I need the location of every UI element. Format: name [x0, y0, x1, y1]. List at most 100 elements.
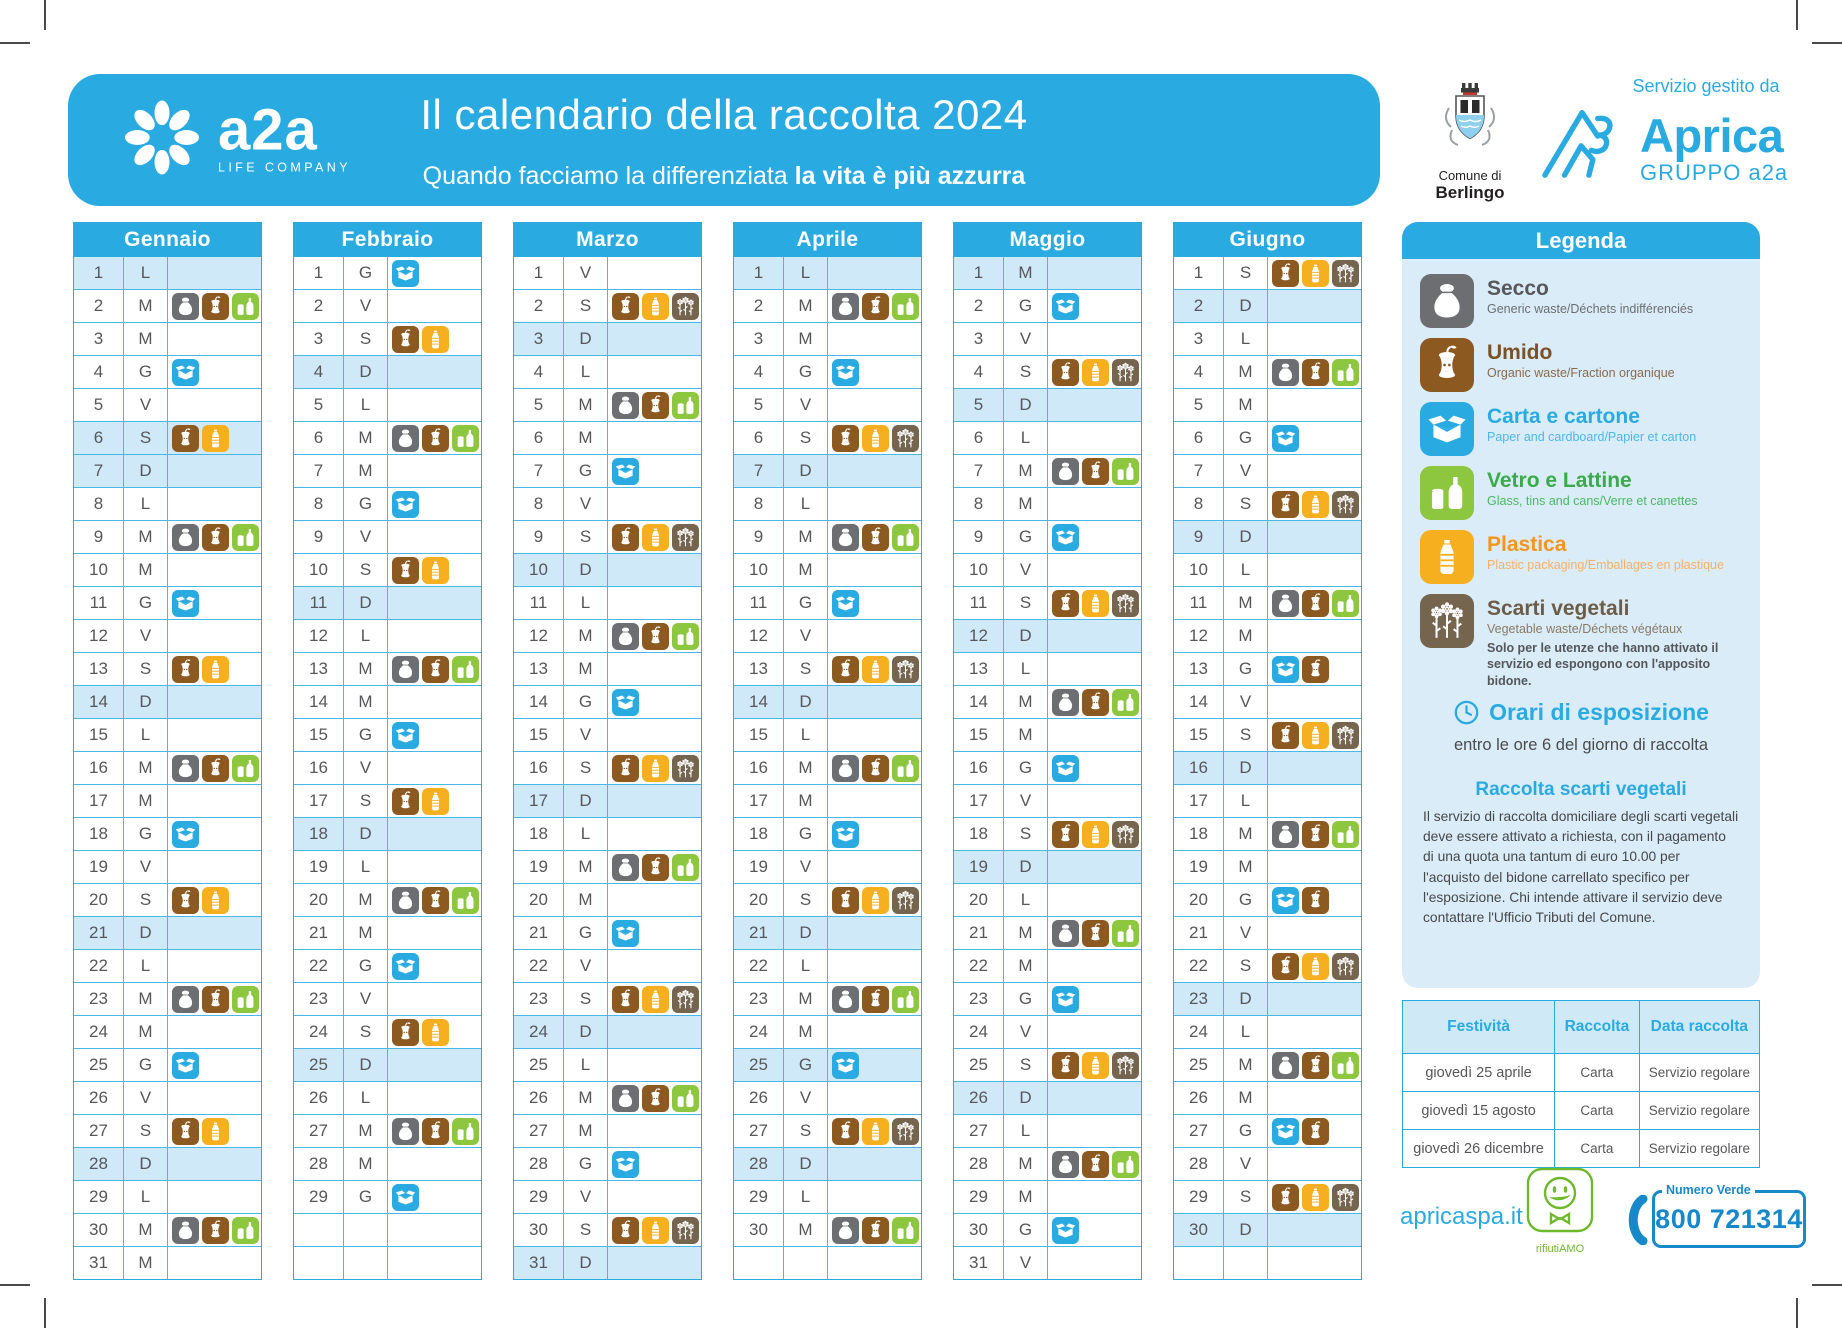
day-weekday: M	[1004, 488, 1048, 520]
waste-icon-plastica	[1302, 259, 1329, 287]
day-number: 12	[1174, 620, 1224, 652]
day-row: 29 S	[1174, 1180, 1361, 1213]
day-collections	[1268, 1181, 1361, 1213]
day-collections	[608, 653, 701, 685]
day-number: 6	[294, 422, 344, 454]
day-weekday: M	[124, 983, 168, 1015]
waste-icon-carta	[392, 952, 419, 980]
day-collections	[608, 389, 701, 421]
day-collections	[1048, 323, 1141, 355]
waste-icon-umido	[612, 754, 639, 782]
day-number: 4	[734, 356, 784, 388]
day-number: 27	[514, 1115, 564, 1147]
day-row: 11 M	[1174, 586, 1361, 619]
day-weekday: M	[784, 785, 828, 817]
day-row: 24 L	[1174, 1015, 1361, 1048]
day-collections	[1048, 983, 1141, 1015]
day-number: 29	[514, 1181, 564, 1213]
day-weekday: M	[564, 620, 608, 652]
month-maggio: Maggio 1 M 2 G 3 V 4 S 5 D 6 L 7 M 8 M 9 G 10 V 11 S 12 D 13 L 14 M 1…	[953, 222, 1142, 1280]
day-number: 16	[954, 752, 1004, 784]
day-collections	[168, 653, 261, 685]
day-weekday: V	[564, 488, 608, 520]
crop-mark	[0, 42, 30, 44]
day-number: 30	[734, 1214, 784, 1246]
day-number: 31	[514, 1247, 564, 1279]
day-row: 28 D	[74, 1147, 261, 1180]
day-weekday: M	[1004, 455, 1048, 487]
page-subtitle: Quando facciamo la differenziata la vita…	[422, 162, 1026, 190]
day-collections	[1048, 818, 1141, 850]
day-row: 16 M	[734, 751, 921, 784]
day-weekday: V	[1224, 917, 1268, 949]
day-collections	[1268, 818, 1361, 850]
waste-icon-umido	[202, 1216, 229, 1244]
day-weekday: M	[564, 884, 608, 916]
day-collections	[608, 1247, 701, 1279]
month-header: Febbraio	[294, 223, 481, 257]
day-weekday: V	[1224, 1148, 1268, 1180]
waste-icon-scarti	[672, 985, 699, 1013]
day-weekday: M	[1004, 917, 1048, 949]
waste-icon-vetro	[452, 424, 479, 452]
waste-icon-umido	[422, 1117, 449, 1145]
day-row: 14 D	[734, 685, 921, 718]
day-number: 9	[514, 521, 564, 553]
orari-title: Orari di esposizione	[1453, 699, 1709, 726]
day-weekday: D	[1004, 389, 1048, 421]
day-weekday: V	[784, 1082, 828, 1114]
day-weekday: M	[124, 752, 168, 784]
day-collections	[828, 1016, 921, 1048]
day-number: 11	[74, 587, 124, 619]
waste-icon-plastica	[202, 424, 229, 452]
waste-icon-secco	[172, 523, 199, 551]
day-weekday: M	[1004, 1181, 1048, 1213]
waste-icon-carta	[392, 259, 419, 287]
comune-label: Comune di	[1438, 168, 1502, 183]
waste-icon-carta	[1052, 754, 1079, 782]
day-row: 14 M	[294, 685, 481, 718]
day-row: 19 L	[294, 850, 481, 883]
day-number: 18	[514, 818, 564, 850]
day-collections	[388, 422, 481, 454]
day-weekday: G	[1224, 884, 1268, 916]
day-collections	[388, 752, 481, 784]
month-header: Marzo	[514, 223, 701, 257]
day-weekday: G	[784, 356, 828, 388]
day-weekday: S	[344, 1016, 388, 1048]
day-collections	[828, 1181, 921, 1213]
day-weekday: M	[564, 653, 608, 685]
waste-icon-umido	[642, 853, 669, 881]
day-collections	[828, 851, 921, 883]
day-number: 28	[74, 1148, 124, 1180]
waste-icon-umido	[392, 556, 419, 584]
waste-icon-scarti	[1332, 259, 1359, 287]
waste-icon-plastica	[1302, 1183, 1329, 1211]
day-number: 25	[734, 1049, 784, 1081]
waste-icon-secco	[392, 424, 419, 452]
day-weekday: M	[1004, 950, 1048, 982]
day-weekday: G	[344, 950, 388, 982]
a2a-tagline: LIFE COMPANY	[218, 160, 351, 175]
legend-item-plastica: Plastica Plastic packaging/Emballages en …	[1420, 530, 1744, 584]
day-collections	[168, 917, 261, 949]
day-number: 12	[514, 620, 564, 652]
day-row: 13 S	[734, 652, 921, 685]
waste-icon-carta	[1052, 1216, 1079, 1244]
waste-icon-umido	[172, 424, 199, 452]
day-collections	[1048, 719, 1141, 751]
day-collections	[1268, 323, 1361, 355]
day-collections	[828, 752, 921, 784]
day-weekday: V	[564, 1181, 608, 1213]
waste-icon-umido	[1302, 589, 1329, 617]
day-collections	[828, 455, 921, 487]
day-row: 20 G	[1174, 883, 1361, 916]
day-weekday: D	[1224, 983, 1268, 1015]
waste-icon-umido	[1052, 358, 1079, 386]
